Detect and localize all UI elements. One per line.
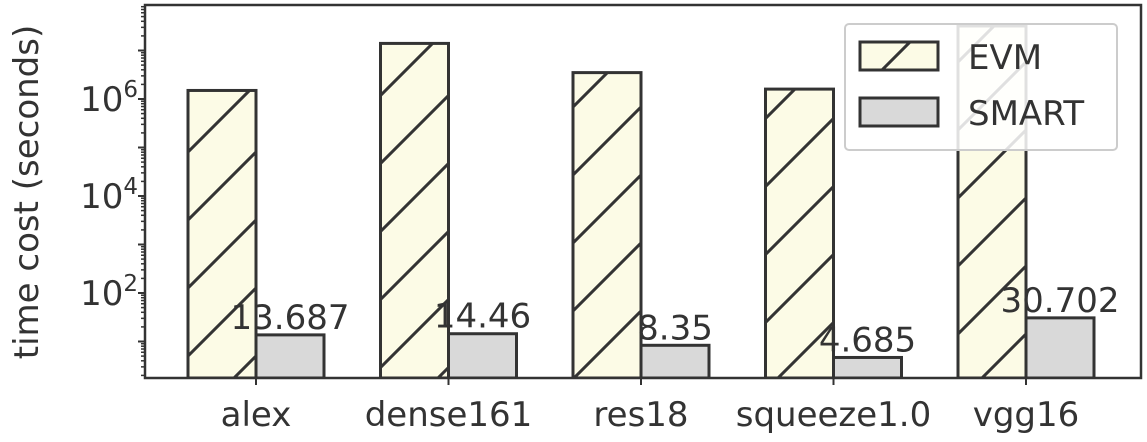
x-tick-label-res18: res18 xyxy=(593,395,688,435)
y-tick-label-1000000: 106 xyxy=(80,77,138,120)
y-tick-label-100: 102 xyxy=(80,271,138,314)
data-label-vgg16: 30.702 xyxy=(1001,281,1120,321)
x-tick-label-alex: alex xyxy=(221,395,292,435)
bar-smart-res18 xyxy=(639,343,711,378)
plot-frame xyxy=(143,3,1143,380)
y-tick-label-10000: 104 xyxy=(80,174,138,217)
data-label-alex: 13.687 xyxy=(231,298,350,338)
bar-evm-dense161 xyxy=(379,41,450,378)
bar-smart-dense161 xyxy=(447,332,518,378)
bar-evm-res18 xyxy=(571,71,643,378)
x-tick-label-dense161: dense161 xyxy=(365,395,533,435)
bar-smart-squeeze1.0 xyxy=(832,355,903,378)
legend-swatch-evm xyxy=(858,40,940,72)
bars-group xyxy=(186,24,1096,378)
data-labels-group: 13.687 14.46 8.35 4.685 30.702 xyxy=(231,281,1120,361)
x-tick-label-vgg16: vgg16 xyxy=(973,395,1080,435)
x-axis-ticks: alex dense161 res18 squeeze1.0 vgg16 xyxy=(221,378,1080,435)
data-label-dense161: 14.46 xyxy=(434,297,531,337)
legend: EVM SMART xyxy=(844,23,1118,151)
bar-smart-alex xyxy=(254,333,326,378)
y-axis-title: time cost (seconds) xyxy=(7,25,47,359)
y-axis-ticks: 102 104 106 xyxy=(80,5,145,377)
legend-label-evm: EVM xyxy=(968,38,1042,78)
x-tick-label-squeeze1.0: squeeze1.0 xyxy=(736,395,932,435)
data-label-res18: 8.35 xyxy=(637,308,713,348)
legend-label-smart: SMART xyxy=(968,94,1084,134)
legend-swatch-smart xyxy=(858,96,940,128)
bar-smart-vgg16 xyxy=(1024,316,1096,378)
bar-evm-squeeze1.0 xyxy=(764,87,835,378)
bar-evm-alex xyxy=(186,88,258,378)
data-label-squeeze1.0: 4.685 xyxy=(819,320,916,360)
